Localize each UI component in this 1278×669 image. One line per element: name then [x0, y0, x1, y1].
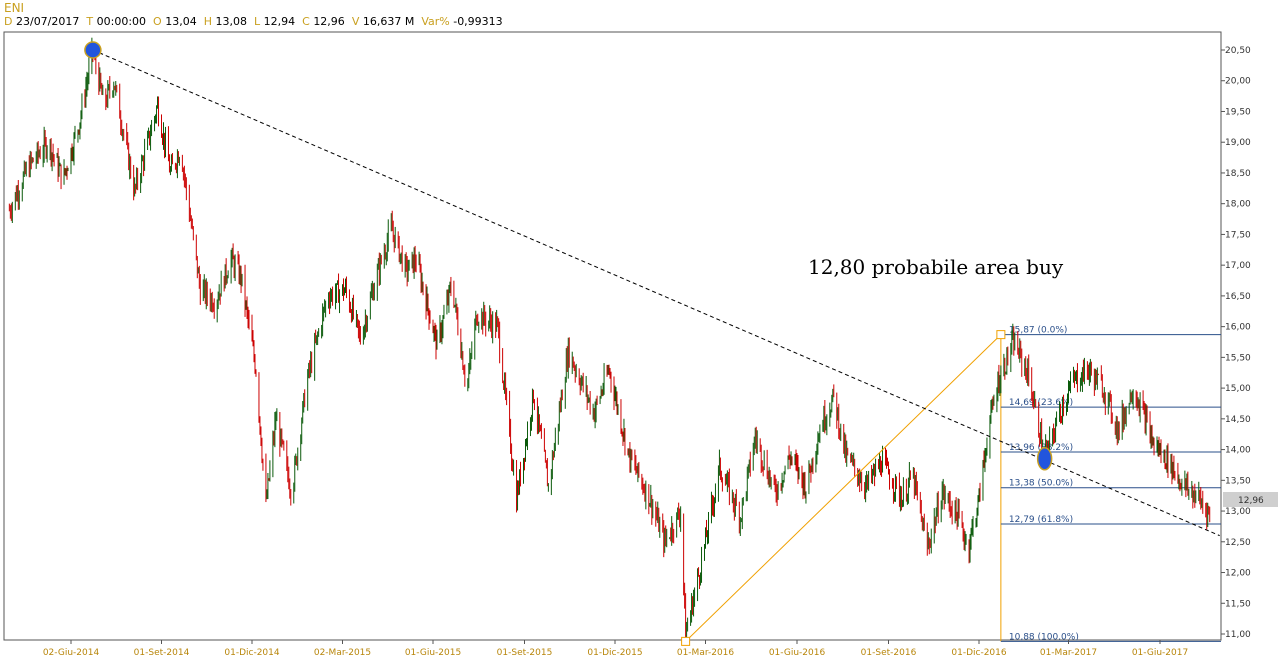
y-tick-label: 13,00	[1225, 507, 1251, 517]
trend-lines	[92, 49, 1220, 646]
low-key: L	[253, 15, 261, 28]
time-key: T	[86, 15, 94, 28]
high-value: 13,08	[215, 15, 247, 28]
close-key: C	[302, 15, 310, 28]
last-price-label: 12,96	[1238, 496, 1264, 506]
date-value: 23/07/2017	[15, 15, 80, 28]
var-value: -0,99313	[453, 15, 503, 28]
x-tick-label: 01-Dic-2015	[587, 648, 642, 658]
fib-level-label: 12,79 (61.8%)	[1009, 515, 1073, 525]
plot-frame	[3, 31, 1222, 641]
volume-value: 16,637 M	[362, 15, 415, 28]
annotation-text: 12,80 probabile area buy	[808, 255, 1064, 279]
x-tick-label: 01-Dic-2016	[951, 648, 1007, 658]
high-key: H	[203, 15, 212, 28]
var-key: Var%	[421, 15, 450, 28]
y-tick-label: 11,50	[1225, 599, 1251, 609]
y-tick-label: 20,50	[1225, 46, 1251, 56]
x-tick-label: 01-Set-2014	[134, 648, 190, 658]
candles	[8, 37, 1211, 642]
chart-header: ENI D 23/07/2017 T 00:00:00 O 13,04 H 13…	[4, 1, 503, 29]
y-tick-label: 18,50	[1225, 169, 1251, 179]
open-key: O	[153, 15, 162, 28]
point-markers	[84, 41, 1053, 471]
low-value: 12,94	[263, 15, 296, 28]
dashed-trendline	[92, 49, 1220, 537]
x-tick-label: 02-Giu-2014	[43, 648, 100, 658]
x-tick-label: 01-Mar-2016	[677, 648, 735, 658]
fib-swing-line	[685, 334, 1002, 642]
symbol-label: ENI	[4, 1, 25, 15]
fib-level-label: 13,96 (38.2%)	[1009, 443, 1073, 453]
open-value: 13,04	[165, 15, 197, 28]
x-axis: 02-Giu-2014 01-Set-2014 01-Dic-2014 02-Mar-…	[43, 640, 1188, 658]
y-tick-label: 15,00	[1225, 384, 1251, 394]
y-tick-label: 17,00	[1225, 261, 1251, 271]
x-tick-label: 01-Giu-2015	[405, 648, 461, 658]
y-tick-label: 16,00	[1225, 323, 1251, 333]
fib-level-label: 10,88 (100.0%)	[1009, 632, 1079, 642]
y-tick-label: 17,50	[1225, 230, 1251, 240]
x-tick-label: 01-Mar-2017	[1040, 648, 1097, 658]
blue-point-marker	[1036, 447, 1053, 471]
y-axis: 20,50 20,00 19,50 19,00 18,50 18,00 17,50 17,00…	[1221, 46, 1251, 640]
y-tick-label: 12,00	[1225, 569, 1251, 579]
y-tick-label: 13,50	[1225, 476, 1251, 486]
y-tick-label: 14,00	[1225, 446, 1251, 456]
y-tick-label: 15,50	[1225, 353, 1251, 363]
fib-level-label: 13,38 (50.0%)	[1009, 479, 1073, 489]
fib-level-label: 14,69 (23.6%)	[1009, 398, 1073, 408]
swing-start-handle	[681, 636, 691, 646]
close-value: 12,96	[313, 15, 345, 28]
x-tick-label: 01-Set-2016	[861, 648, 917, 658]
y-tick-label: 19,00	[1225, 138, 1251, 148]
x-tick-label: 01-Dic-2014	[224, 648, 280, 658]
y-tick-label: 20,00	[1225, 77, 1251, 87]
blue-point-marker	[84, 41, 102, 59]
ohlc-readout: D 23/07/2017 T 00:00:00 O 13,04 H 13,08 …	[4, 15, 503, 28]
y-tick-label: 14,50	[1225, 415, 1251, 425]
time-value: 00:00:00	[96, 15, 147, 28]
x-tick-label: 01-Giu-2016	[769, 648, 826, 658]
date-key: D	[4, 15, 13, 28]
y-tick-label: 19,50	[1225, 107, 1251, 117]
y-tick-label: 11,00	[1225, 630, 1251, 640]
y-tick-label: 16,50	[1225, 292, 1251, 302]
last-price-box	[1223, 492, 1278, 507]
x-tick-label: 02-Mar-2015	[314, 648, 371, 658]
y-tick-label: 12,50	[1225, 538, 1251, 548]
volume-key: V	[351, 15, 360, 28]
x-tick-label: 01-Giu-2017	[1132, 648, 1188, 658]
y-tick-label: 18,00	[1225, 200, 1251, 210]
x-tick-label: 01-Set-2015	[497, 648, 553, 658]
fib-level-label: 15,87 (0.0%)	[1009, 326, 1068, 336]
swing-end-handle	[996, 330, 1006, 340]
